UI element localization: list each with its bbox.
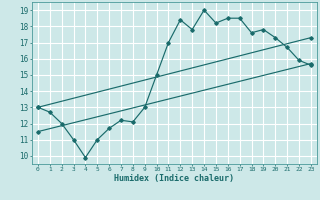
X-axis label: Humidex (Indice chaleur): Humidex (Indice chaleur)	[115, 174, 234, 183]
